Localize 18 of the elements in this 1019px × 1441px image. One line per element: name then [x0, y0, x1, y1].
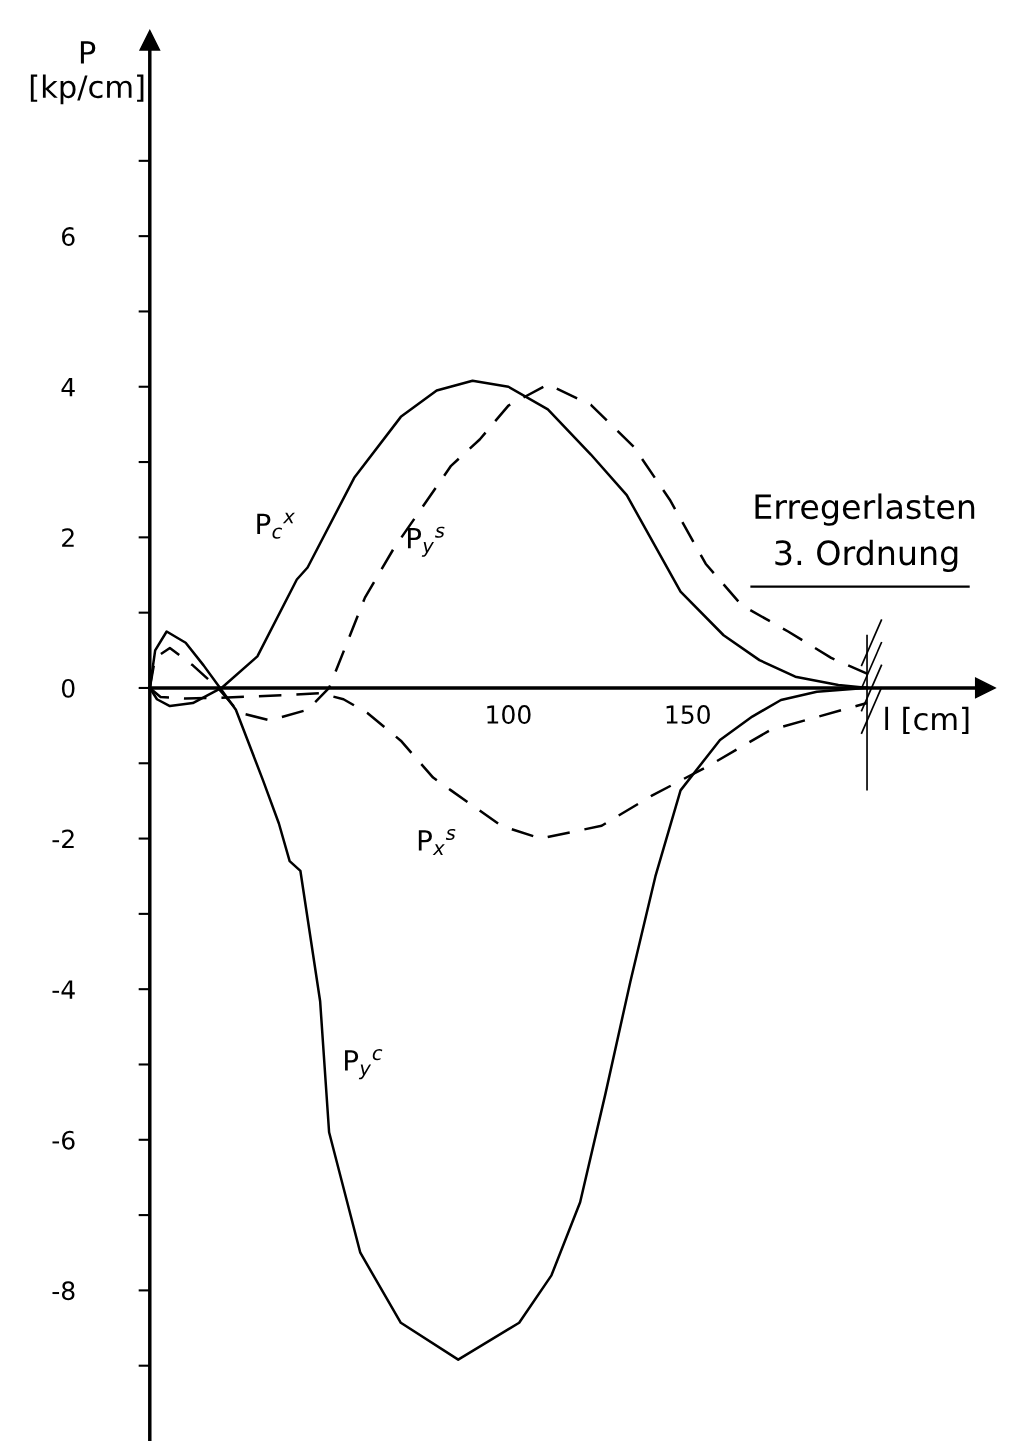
x-tick-label: 150 — [666, 705, 710, 724]
series-label: P$_{y}$$^{s}$ — [407, 526, 445, 557]
x-tick-label: 100 — [487, 705, 531, 724]
y-tick-label: 2 — [62, 528, 74, 547]
y-tick-label: -6 — [52, 1130, 75, 1150]
y-tick-label: 0 — [61, 678, 75, 698]
series-label: P$_{x}$$^{s}$ — [418, 828, 456, 855]
y-axis-title: P [kp/cm] — [30, 41, 144, 105]
y-tick-label: -8 — [52, 1281, 75, 1301]
y-tick-label: 4 — [61, 378, 75, 397]
series-label: P$_{c}$$^{x}$ — [257, 512, 295, 539]
y-tick-label: 6 — [62, 227, 75, 246]
x-axis-title: l [cm] — [885, 706, 969, 735]
text: 3. Ordnung — [775, 539, 958, 572]
text: Erregerlasten — [755, 493, 975, 526]
y-tick-label: -2 — [52, 829, 74, 849]
series-label: P$_{y}$$^{c}$ — [345, 1049, 383, 1080]
y-tick-label: -4 — [52, 980, 75, 999]
